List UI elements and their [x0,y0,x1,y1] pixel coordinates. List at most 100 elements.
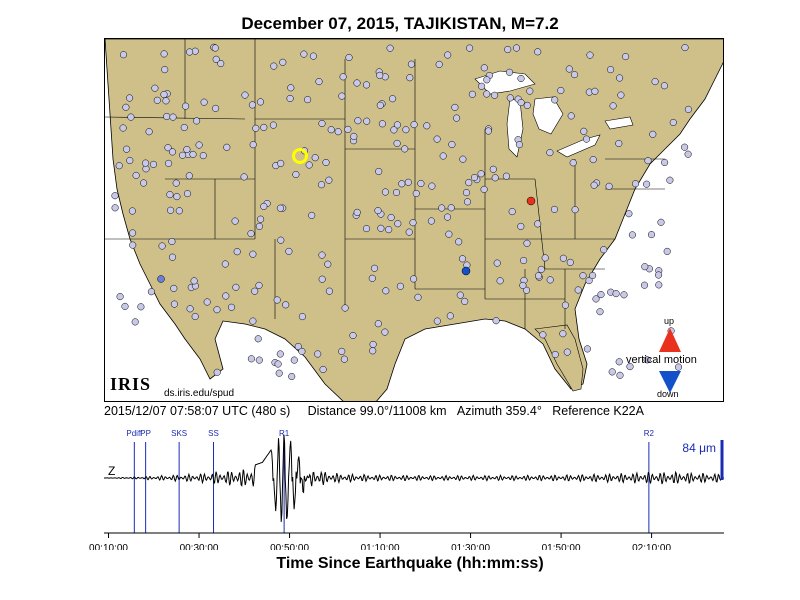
station-dot [489,165,497,173]
station-dot [292,170,300,179]
station-dot [147,288,155,296]
station-dot [369,340,377,348]
station-dot [123,145,131,153]
station-dot [522,286,531,294]
station-dot [287,84,295,92]
station-dot [559,254,567,262]
x-tick-label: 00:10:00 [89,543,128,550]
station-dot [423,122,431,130]
station-dot [480,185,488,193]
station-dot [256,98,265,106]
station-dot [129,229,137,237]
station-dot [195,141,203,149]
station-dot [505,68,514,76]
station-dot [211,44,219,52]
station-dot [170,284,178,292]
station-dot [443,213,452,221]
station-dot [119,124,127,132]
station-dot [317,181,326,189]
station-dot [565,65,573,73]
station-dot [491,174,499,182]
station-dot [179,151,187,159]
station-dot [345,53,353,62]
station-dot [448,140,456,149]
station-dot [537,265,545,273]
station-dot [166,191,174,199]
station-dot [349,331,357,340]
phase-label: SS [208,429,219,438]
station-dot [129,241,137,249]
station-dot [121,302,129,310]
station-dot [282,301,290,309]
station-dot [369,347,377,355]
station-dot [628,231,636,239]
station-dot [127,113,135,121]
station-dot [304,96,312,104]
station-dot [183,145,191,154]
station-dot [590,181,598,189]
station-dot [461,297,469,305]
station-dot [502,172,510,180]
station-dot [660,82,668,90]
station-dot [315,78,323,86]
station-dot [605,182,613,190]
station-dot [597,291,605,299]
station-dot [393,121,401,129]
station-dot [111,192,119,200]
x-tick-label: 01:30:00 [451,543,490,550]
station-dot [185,172,193,180]
station-dot [318,119,326,128]
station-dot [277,236,285,244]
station-dot [523,239,531,247]
x-tick-label: 00:50:00 [270,543,309,550]
station-dot [580,127,588,135]
station-dot [161,66,169,74]
station-dot [541,254,549,262]
station-dot [616,371,624,379]
station-dot [534,220,542,228]
station-dot [247,355,255,363]
station-dot [401,145,409,153]
station-dot [641,263,649,271]
station-dot [377,224,385,232]
station-dot [550,205,559,213]
phase-label: R2 [644,429,655,438]
station-dot [275,369,283,377]
station-dot [539,331,547,339]
station-dot [519,281,527,289]
station-dot [612,290,620,298]
station-dot [173,193,181,201]
station-dot [458,255,467,263]
station-dot [374,320,382,328]
component-label: Z [108,464,115,478]
station-dot [551,96,559,104]
station-dot [362,81,371,89]
station-dot [285,247,293,255]
station-dot [142,159,150,167]
station-dot [212,104,220,112]
station-dot [168,148,177,156]
station-dot [534,272,543,280]
station-dot [353,79,361,87]
station-dot [404,178,412,186]
station-dot [591,87,599,95]
station-dot [466,44,474,52]
station-dot [354,117,362,125]
station-dot [398,180,406,188]
station-dot [583,345,591,353]
station-dot [163,112,171,121]
station-dot [169,113,177,121]
station-dot [298,313,306,321]
station-dot [382,287,390,295]
x-tick-label: 02:10:00 [632,543,671,550]
station-dot [374,207,382,215]
station-dot [158,242,166,250]
station-dot [248,101,256,109]
station-dot [684,150,692,158]
station-dot [276,204,284,212]
station-dot [417,179,425,188]
station-dot [589,156,597,164]
station-dot [255,356,263,364]
lake-ontario [604,116,634,130]
